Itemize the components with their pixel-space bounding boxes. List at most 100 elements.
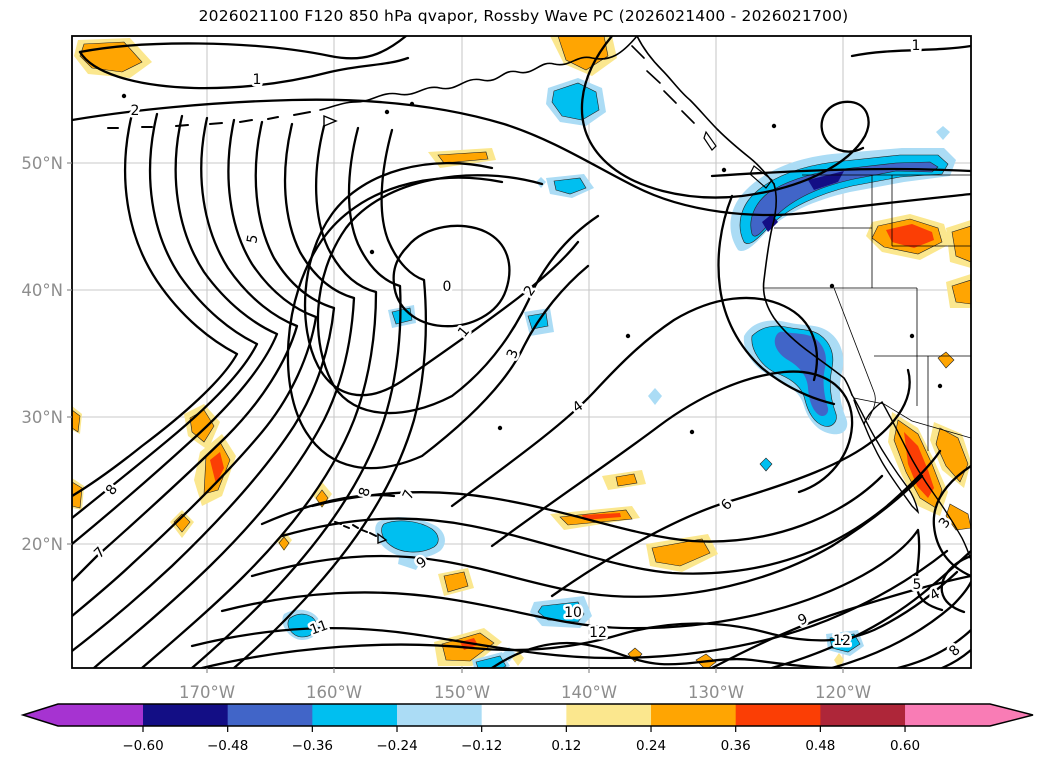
contour-line <box>72 120 336 653</box>
colorbar-segment <box>820 704 906 726</box>
shading-patch <box>443 571 469 593</box>
contour-speck <box>909 333 915 339</box>
contour-line <box>200 570 959 668</box>
shading-patch <box>951 225 971 263</box>
shading-patch <box>759 457 773 472</box>
contour-line <box>940 648 971 668</box>
contour-label: 1 <box>912 38 921 54</box>
contour-line <box>92 122 356 668</box>
shading-patch <box>648 388 662 405</box>
contour-line <box>232 128 428 668</box>
colorbar-segment <box>312 704 398 726</box>
coastline <box>107 111 311 129</box>
lon-tick-label: 150°W <box>434 683 490 702</box>
colorbar-segment <box>227 704 313 726</box>
lat-tick-label: 20°N <box>21 535 63 554</box>
shading-patch <box>437 151 489 164</box>
coastline <box>319 36 638 111</box>
colorbar-segment <box>397 704 483 726</box>
colorbar-segment <box>735 704 821 726</box>
contour-line <box>710 167 971 178</box>
contour-line <box>190 126 402 668</box>
contour-label: 5 <box>244 233 261 245</box>
colorbar-outline <box>20 703 1034 727</box>
colorbar-tick-label: 0.36 <box>721 738 751 754</box>
lat-tick-label: 40°N <box>21 281 63 300</box>
colorbar-tick-label: 0.48 <box>805 738 835 754</box>
contour-line <box>140 124 378 668</box>
contour-label: 6 <box>718 496 736 514</box>
contour-line <box>490 370 854 548</box>
contour-speck <box>689 429 695 435</box>
contour-line <box>550 368 911 598</box>
colorbar-tick-label: −0.48 <box>207 738 248 754</box>
shading-patch <box>210 452 224 484</box>
colorbar-segment <box>566 704 652 726</box>
shading-patch <box>553 177 587 195</box>
contour-line <box>78 50 410 90</box>
contour-speck <box>369 249 375 255</box>
contour-label: 4 <box>927 586 943 604</box>
contour-label: 1 <box>253 72 262 88</box>
contour-line <box>316 174 600 415</box>
state-border <box>891 175 971 247</box>
contour-speck <box>721 167 727 173</box>
coastline <box>323 114 338 128</box>
contour-speck <box>497 425 503 431</box>
contour-line <box>72 118 318 618</box>
shading-patch <box>886 224 934 248</box>
contour-line <box>72 112 239 498</box>
contour-line <box>250 474 924 598</box>
contour-line <box>72 114 279 546</box>
shading-patch <box>904 432 934 498</box>
plot-title: 2026021100 F120 850 hPa qvapor, Rossby W… <box>198 7 849 25</box>
contour-line <box>830 580 971 668</box>
state-border <box>867 391 876 421</box>
shading-patch <box>537 601 585 623</box>
shading-patch <box>937 351 955 369</box>
lon-tick-label: 120°W <box>815 683 871 702</box>
shading-patch <box>936 126 950 140</box>
shading-patch <box>72 481 83 509</box>
coastline <box>749 165 773 189</box>
contour-label: 7 <box>400 488 418 503</box>
shading-patch <box>834 653 844 668</box>
colorbar-under-arrow <box>23 704 143 726</box>
colorbar-tick-label: 0.12 <box>551 738 581 754</box>
contour-line <box>717 194 836 406</box>
contour-line <box>286 176 590 470</box>
shading-patch <box>951 279 971 305</box>
coastline <box>703 130 717 151</box>
shading-patch <box>278 536 290 551</box>
contour-line <box>310 474 884 543</box>
contour-line <box>72 98 971 217</box>
contour-line <box>72 116 299 583</box>
contour-speck <box>121 93 127 99</box>
shading-patch <box>173 513 191 533</box>
contour-line <box>850 44 971 58</box>
colorbar-tick-label: 0.24 <box>636 738 666 754</box>
lat-tick-label: 50°N <box>21 154 63 173</box>
state-border <box>833 287 875 393</box>
contour-label: 9 <box>796 611 811 629</box>
lon-tick-label: 140°W <box>561 683 617 702</box>
contour-speck <box>937 383 943 389</box>
lon-tick-label: 170°W <box>179 683 235 702</box>
shading-patch <box>808 171 844 190</box>
shading-patch <box>582 513 621 520</box>
colorbar-tick-label: −0.24 <box>376 738 417 754</box>
coastline <box>762 183 853 396</box>
contour-line <box>450 296 818 508</box>
contour-line <box>940 554 971 614</box>
contour-line <box>896 628 971 668</box>
contour-label: 12 <box>589 625 607 641</box>
state-border <box>853 397 971 439</box>
contour-line <box>72 112 259 520</box>
contour-label: 12 <box>833 633 851 649</box>
colorbar-segment <box>143 704 229 726</box>
lon-tick-label: 130°W <box>688 683 744 702</box>
map-frame <box>71 35 972 669</box>
lon-tick-label: 160°W <box>306 683 362 702</box>
